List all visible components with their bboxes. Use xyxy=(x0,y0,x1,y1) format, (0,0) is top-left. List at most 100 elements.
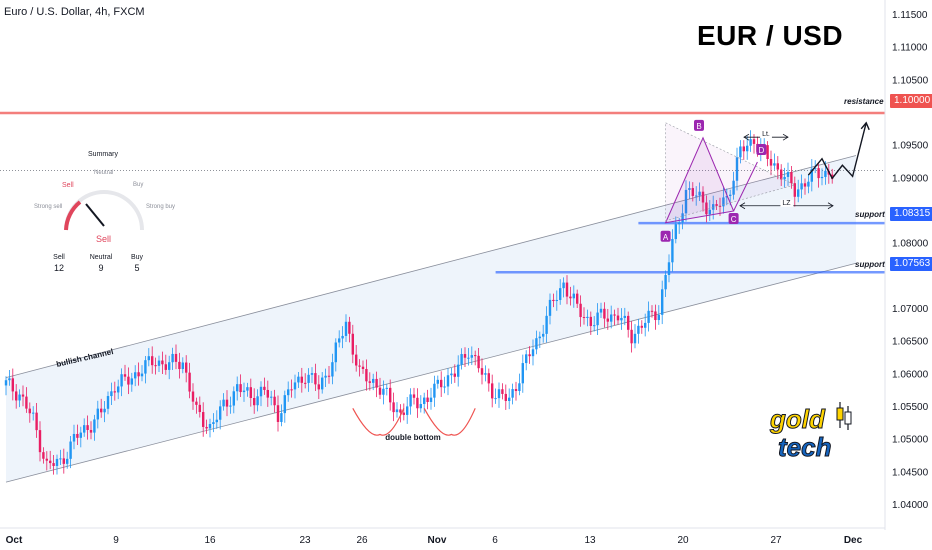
candle-body xyxy=(341,335,344,339)
candle-body xyxy=(123,374,127,377)
candle-body xyxy=(542,333,545,337)
candle-body xyxy=(610,314,613,322)
candle-body xyxy=(83,425,86,433)
pattern-point-label: B xyxy=(696,122,701,131)
candle-body xyxy=(606,318,609,322)
x-tick-label: 9 xyxy=(113,535,119,546)
candle-body xyxy=(729,194,732,197)
candle-body xyxy=(735,157,739,181)
candle-body xyxy=(457,364,460,377)
candle-body xyxy=(331,362,334,377)
candle-body xyxy=(358,365,361,367)
pattern-wedge xyxy=(665,122,796,222)
candle-body xyxy=(647,310,650,323)
candle-body xyxy=(538,336,541,339)
candle-body xyxy=(38,430,42,453)
candle-body xyxy=(423,397,426,405)
lz-range-label: LZ xyxy=(782,200,791,207)
candle-body xyxy=(93,419,96,433)
candle-body xyxy=(732,180,735,195)
chart-title: EUR / USD xyxy=(697,20,844,51)
candle-body xyxy=(654,311,657,321)
candle-body xyxy=(572,293,575,299)
candle-body xyxy=(691,188,694,196)
candle-body xyxy=(831,174,834,179)
candle-body xyxy=(474,355,477,357)
y-tick-label: 1.04000 xyxy=(892,500,929,511)
pattern-point-marker xyxy=(756,144,767,155)
candle-body xyxy=(426,397,429,402)
candle-body xyxy=(627,315,630,330)
candle-body xyxy=(555,299,558,302)
candle-body xyxy=(25,396,28,409)
svg-text:gold: gold xyxy=(769,404,826,434)
candle-body xyxy=(497,389,501,399)
candle-body xyxy=(786,172,790,177)
candle-body xyxy=(650,310,654,312)
candle-body xyxy=(599,308,603,313)
symbol-title[interactable]: Euro / U.S. Dollar, 4h, FXCM xyxy=(4,6,145,18)
candle-body xyxy=(280,413,283,422)
candle-body xyxy=(344,321,348,336)
candle-body xyxy=(443,386,446,388)
candle-body xyxy=(18,394,21,401)
candle-body xyxy=(49,460,52,464)
candle-body xyxy=(807,181,810,187)
bullish-channel xyxy=(6,155,856,483)
candle-body xyxy=(375,378,378,388)
count-buy-label: Buy xyxy=(130,254,144,261)
candle-body xyxy=(249,387,252,399)
candle-body xyxy=(470,355,473,358)
candle-body xyxy=(225,399,229,407)
candle-body xyxy=(565,282,569,297)
candle-body xyxy=(361,366,365,369)
candle-body xyxy=(688,188,691,190)
candle-body xyxy=(297,376,300,383)
x-tick-label: 23 xyxy=(299,535,311,546)
candle-body xyxy=(283,395,286,414)
candle-body xyxy=(633,333,637,344)
candle-body xyxy=(531,349,535,357)
x-tick-label: Dec xyxy=(844,535,863,546)
y-tick-label: 1.10500 xyxy=(892,75,929,86)
candle-body xyxy=(276,405,280,422)
candle-body xyxy=(15,391,18,401)
candle-body xyxy=(749,139,752,146)
candle-body xyxy=(412,394,416,398)
candle-body xyxy=(433,383,436,398)
candle-body xyxy=(695,195,698,197)
pattern-triangle xyxy=(664,136,735,224)
candle-body xyxy=(113,391,116,393)
candle-body xyxy=(96,408,99,420)
pattern-point-label: C xyxy=(731,215,737,224)
lt-range: Lt. xyxy=(743,131,789,141)
candle-body xyxy=(181,362,184,370)
x-tick-label: 16 xyxy=(204,535,216,546)
candle-body xyxy=(161,360,164,365)
candle-body xyxy=(620,317,623,321)
candle-body xyxy=(776,163,779,170)
candle-body xyxy=(270,396,273,398)
candle-body xyxy=(382,388,385,395)
candle-body xyxy=(603,308,606,319)
candle-body xyxy=(103,408,106,413)
candle-body xyxy=(147,356,150,361)
candle-body xyxy=(117,386,120,393)
candle-body xyxy=(678,222,681,225)
candle-body xyxy=(66,458,69,464)
candle-body xyxy=(613,314,616,316)
candle-body xyxy=(766,145,769,160)
candle-body xyxy=(769,159,773,166)
candle-body xyxy=(725,196,728,198)
candle-body xyxy=(514,389,518,392)
candle-body xyxy=(334,342,337,363)
x-tick-label: 27 xyxy=(770,535,782,546)
candle-body xyxy=(198,404,201,413)
candle-body xyxy=(708,209,711,215)
candle-body xyxy=(120,374,123,387)
candle-body xyxy=(368,381,371,383)
candle-body xyxy=(480,368,484,375)
candle-body xyxy=(569,296,572,299)
candle-body xyxy=(52,463,55,466)
